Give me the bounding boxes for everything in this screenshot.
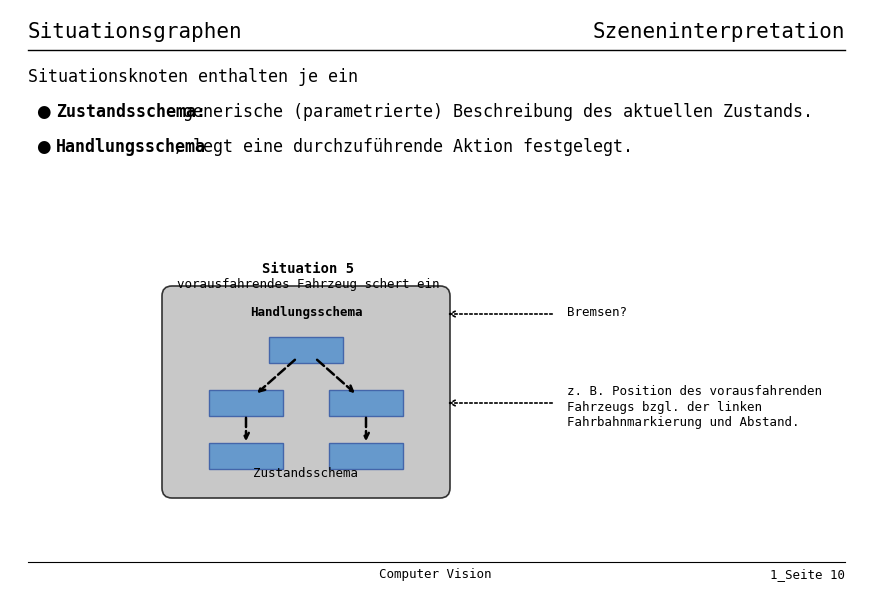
Text: Handlungsschema: Handlungsschema [249,306,362,319]
Text: Szeneninterpretation: Szeneninterpretation [592,22,844,42]
Text: , legt eine durchzuführende Aktion festgelegt.: , legt eine durchzuführende Aktion festg… [173,138,633,156]
Text: Handlungsschema: Handlungsschema [56,138,206,156]
FancyBboxPatch shape [328,390,402,416]
Text: Zustandsschema:: Zustandsschema: [56,103,206,121]
Text: generische (parametrierte) Beschreibung des aktuellen Zustands.: generische (parametrierte) Beschreibung … [173,103,812,121]
Text: Computer Vision: Computer Vision [378,568,491,581]
Text: Fahrbahnmarkierung und Abstand.: Fahrbahnmarkierung und Abstand. [567,416,799,429]
Text: vorausfahrendes Fahrzeug schert ein: vorausfahrendes Fahrzeug schert ein [176,278,439,291]
FancyBboxPatch shape [162,286,449,498]
Text: Situationsknoten enthalten je ein: Situationsknoten enthalten je ein [28,68,357,86]
Text: z. B. Position des vorausfahrenden: z. B. Position des vorausfahrenden [567,385,821,398]
FancyBboxPatch shape [209,443,282,469]
Text: Bremsen?: Bremsen? [567,306,627,319]
Text: ●: ● [36,138,50,156]
Text: Situation 5: Situation 5 [262,262,354,276]
Text: ●: ● [36,103,50,121]
FancyBboxPatch shape [209,390,282,416]
FancyBboxPatch shape [328,443,402,469]
Text: Situationsgraphen: Situationsgraphen [28,22,242,42]
Text: 1_Seite 10: 1_Seite 10 [769,568,844,581]
Text: Fahrzeugs bzgl. der linken: Fahrzeugs bzgl. der linken [567,401,761,414]
Text: Zustandsschema: Zustandsschema [253,467,358,480]
FancyBboxPatch shape [269,337,342,363]
